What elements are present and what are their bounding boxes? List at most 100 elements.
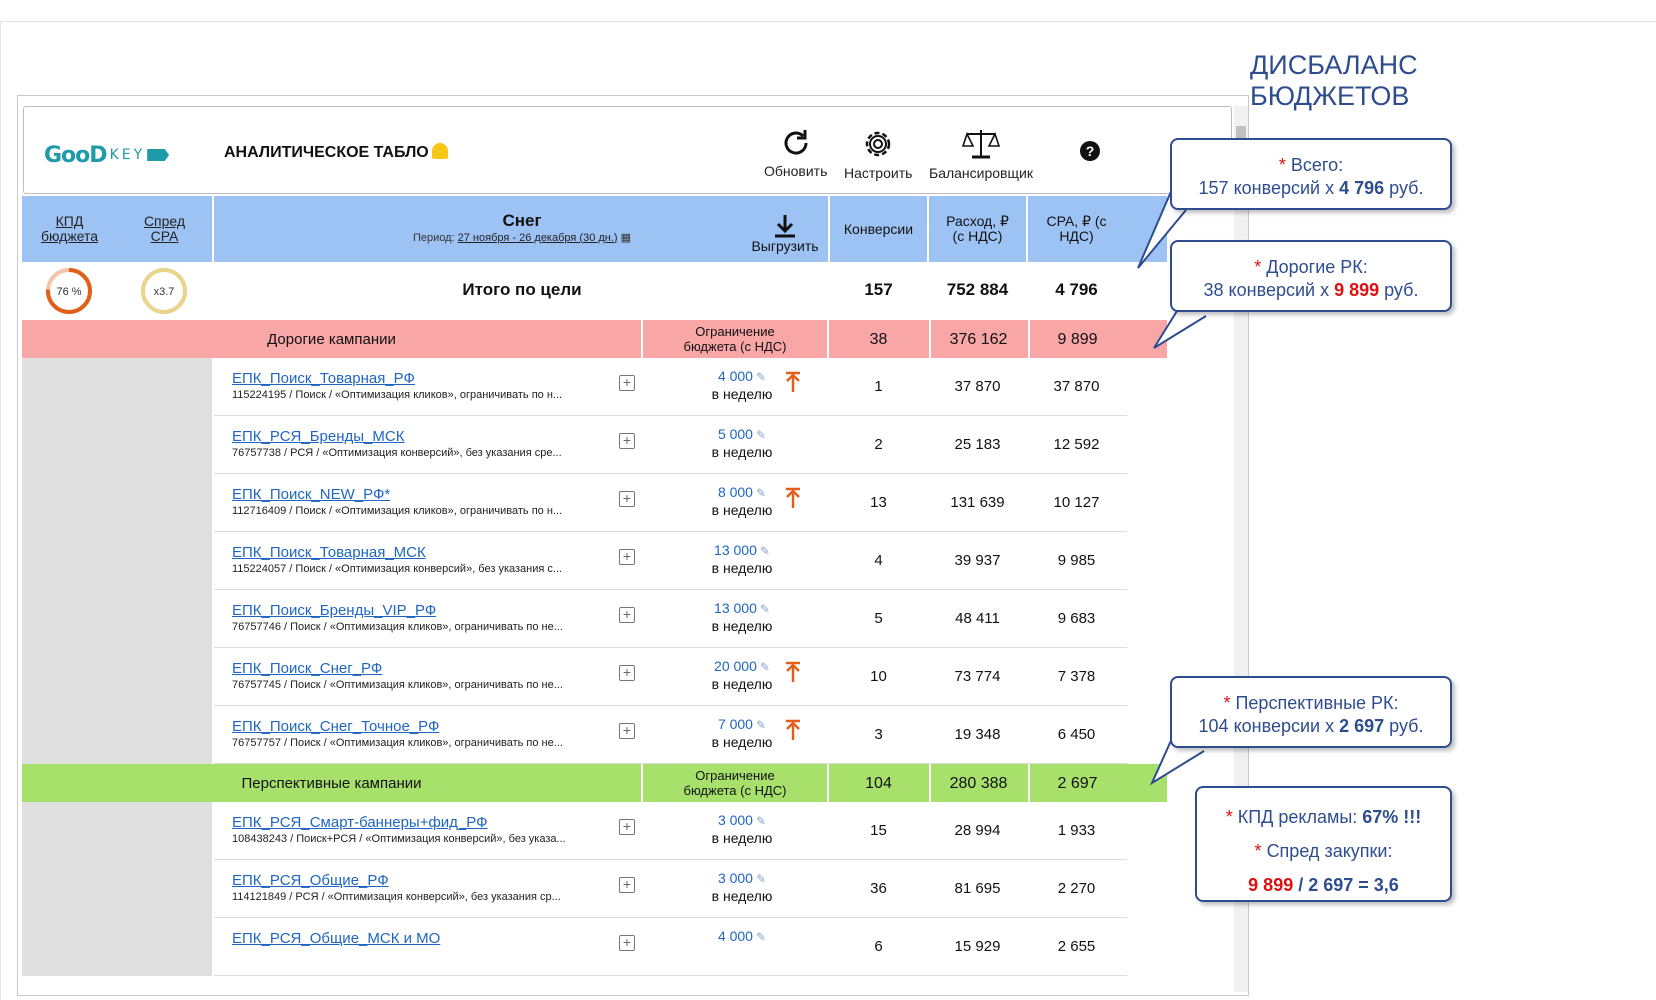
- expand-plus-icon[interactable]: +: [619, 433, 635, 449]
- budget-limit-value[interactable]: 8 000: [717, 484, 753, 500]
- col-spread-label[interactable]: Спред CPA: [143, 213, 186, 244]
- settings-button[interactable]: Настроить: [844, 127, 912, 181]
- budget-limit[interactable]: 5 000 ✎ в неделю: [682, 426, 802, 461]
- period-value[interactable]: 27 ноября - 26 декабря (30 дн.): [457, 231, 618, 244]
- bell-icon[interactable]: [431, 143, 448, 159]
- budget-limit-value[interactable]: 20 000: [714, 658, 757, 674]
- balancer-button[interactable]: Балансировщик: [929, 127, 1033, 181]
- pencil-icon[interactable]: ✎: [759, 660, 770, 674]
- header-divider: [1026, 196, 1028, 262]
- export-button[interactable]: Выгрузить: [750, 200, 820, 266]
- table-row: ЕПК_Поиск_Бренды_VIP_РФ 76757746 / Поиск …: [22, 590, 1167, 648]
- raise-limit-button[interactable]: [784, 371, 802, 398]
- kpd-gauge[interactable]: 76 %: [44, 266, 94, 316]
- refresh-button[interactable]: Обновить: [764, 127, 827, 179]
- col-kpd-label[interactable]: КПД бюджета: [40, 213, 99, 244]
- callout-expensive-title: Дорогие РК:: [1266, 257, 1368, 277]
- campaign-cpa: 12 592: [1053, 436, 1100, 453]
- campaign-name-link[interactable]: ЕПК_Поиск_Снег_Точное_РФ: [232, 718, 440, 735]
- campaign-name-link[interactable]: ЕПК_Поиск_Снег_РФ: [232, 660, 383, 677]
- pencil-icon[interactable]: ✎: [755, 370, 767, 384]
- campaign-description: 76757757 / Поиск / «Оптимизация кликов»,…: [232, 737, 563, 749]
- budget-limit[interactable]: 4 000 ✎: [682, 928, 802, 946]
- budget-limit-value[interactable]: 7 000: [717, 716, 753, 732]
- page-title-text: АНАЛИТИЧЕСКОЕ ТАБЛО: [224, 144, 429, 161]
- expand-plus-icon[interactable]: +: [619, 491, 635, 507]
- goodkey-logo[interactable]: GooD KEY: [44, 135, 170, 175]
- pencil-icon[interactable]: ✎: [755, 428, 767, 442]
- campaign-spend: 19 348: [954, 726, 1001, 743]
- row-gutter: [22, 532, 212, 590]
- pencil-icon[interactable]: ✎: [755, 486, 767, 500]
- pencil-icon[interactable]: ✎: [755, 872, 767, 886]
- period-selector[interactable]: Период: 27 ноября - 26 декабря (30 дн.) …: [413, 231, 631, 246]
- expand-plus-icon[interactable]: +: [619, 549, 635, 565]
- expand-plus-icon[interactable]: +: [619, 935, 635, 951]
- budget-limit[interactable]: 3 000 ✎ в неделю: [682, 812, 802, 847]
- raise-limit-arrow-icon[interactable]: [784, 487, 802, 509]
- campaign-name-link[interactable]: ЕПК_Поиск_Бренды_VIP_РФ: [232, 602, 437, 619]
- calendar-icon[interactable]: ▦: [620, 231, 632, 244]
- raise-limit-arrow-icon[interactable]: [784, 371, 802, 393]
- group-row[interactable]: Перспективные кампании Ограничение бюджет…: [22, 764, 1167, 802]
- campaign-name-link[interactable]: ЕПК_Поиск_NEW_РФ*: [232, 486, 391, 503]
- help-icon[interactable]: ?: [1080, 141, 1100, 161]
- star-marker: *: [1225, 807, 1233, 827]
- pencil-icon[interactable]: ✎: [759, 544, 770, 558]
- page-top-border: [0, 21, 1656, 22]
- col-spread-header[interactable]: Спред CPA: [117, 196, 212, 262]
- budget-limit-period: в неделю: [711, 386, 773, 402]
- callout-promising-cpa: 2 697: [1339, 716, 1385, 736]
- budget-limit-value[interactable]: 4 000: [717, 928, 753, 944]
- spread-gauge[interactable]: х3.7: [139, 266, 189, 316]
- budget-limit[interactable]: 4 000 ✎ в неделю: [682, 368, 802, 403]
- campaign-name-link[interactable]: ЕПК_Поиск_Товарная_МСК: [232, 544, 426, 561]
- callout-expensive: * Дорогие РК: 38 конверсий х 9 899 руб.: [1170, 240, 1452, 312]
- total-label: Итого по цели: [462, 280, 582, 299]
- row-divider: [214, 975, 1127, 976]
- expand-plus-icon[interactable]: +: [619, 723, 635, 739]
- campaign-name-link[interactable]: ЕПК_РСЯ_Общие_МСК и МО: [232, 930, 441, 947]
- col-kpd-header[interactable]: КПД бюджета: [22, 196, 117, 262]
- campaign-cpa: 2 270: [1057, 880, 1096, 897]
- campaign-name-link[interactable]: ЕПК_РСЯ_Смарт-баннеры+фид_РФ: [232, 814, 488, 831]
- campaign-name-link[interactable]: ЕПК_Поиск_Товарная_РФ: [232, 370, 415, 387]
- campaign-spend: 81 695: [954, 880, 1001, 897]
- campaign-name-link[interactable]: ЕПК_РСЯ_Бренды_МСК: [232, 428, 405, 445]
- budget-limit-value[interactable]: 3 000: [717, 870, 753, 886]
- pencil-icon[interactable]: ✎: [755, 718, 767, 732]
- budget-limit[interactable]: 3 000 ✎ в неделю: [682, 870, 802, 905]
- budget-limit[interactable]: 8 000 ✎ в неделю: [682, 484, 802, 519]
- budget-limit[interactable]: 7 000 ✎ в неделю: [682, 716, 802, 751]
- row-divider: [214, 473, 1127, 474]
- budget-limit-value[interactable]: 13 000: [714, 600, 757, 616]
- table-row: ЕПК_Поиск_NEW_РФ* 112716409 / Поиск / «Оп…: [22, 474, 1167, 532]
- budget-limit[interactable]: 13 000 ✎ в неделю: [682, 600, 802, 635]
- expand-plus-icon[interactable]: +: [619, 819, 635, 835]
- budget-limit[interactable]: 20 000 ✎ в неделю: [682, 658, 802, 693]
- campaign-name-link[interactable]: ЕПК_РСЯ_Общие_РФ: [232, 872, 389, 889]
- raise-limit-button[interactable]: [784, 661, 802, 688]
- group-spend: 376 162: [929, 320, 1026, 358]
- callout-title: ДИСБАЛАНС БЮДЖЕТОВ: [1250, 50, 1450, 112]
- budget-limit[interactable]: 13 000 ✎ в неделю: [682, 542, 802, 577]
- budget-limit-value[interactable]: 3 000: [717, 812, 753, 828]
- expand-plus-icon[interactable]: +: [619, 665, 635, 681]
- expand-plus-icon[interactable]: +: [619, 877, 635, 893]
- pencil-icon[interactable]: ✎: [755, 930, 767, 944]
- group-row[interactable]: Дорогие кампании Ограничение бюджета (с Н…: [22, 320, 1167, 358]
- page-title: АНАЛИТИЧЕСКОЕ ТАБЛО: [224, 143, 448, 162]
- raise-limit-button[interactable]: [784, 719, 802, 746]
- expand-plus-icon[interactable]: +: [619, 607, 635, 623]
- pencil-icon[interactable]: ✎: [759, 602, 770, 616]
- group-conversions: 38: [869, 331, 888, 348]
- expand-plus-icon[interactable]: +: [619, 375, 635, 391]
- pencil-icon[interactable]: ✎: [755, 814, 767, 828]
- raise-limit-button[interactable]: [784, 487, 802, 514]
- row-divider: [214, 647, 1127, 648]
- raise-limit-arrow-icon[interactable]: [784, 661, 802, 683]
- budget-limit-value[interactable]: 13 000: [714, 542, 757, 558]
- budget-limit-value[interactable]: 4 000: [717, 368, 753, 384]
- budget-limit-value[interactable]: 5 000: [717, 426, 753, 442]
- raise-limit-arrow-icon[interactable]: [784, 719, 802, 741]
